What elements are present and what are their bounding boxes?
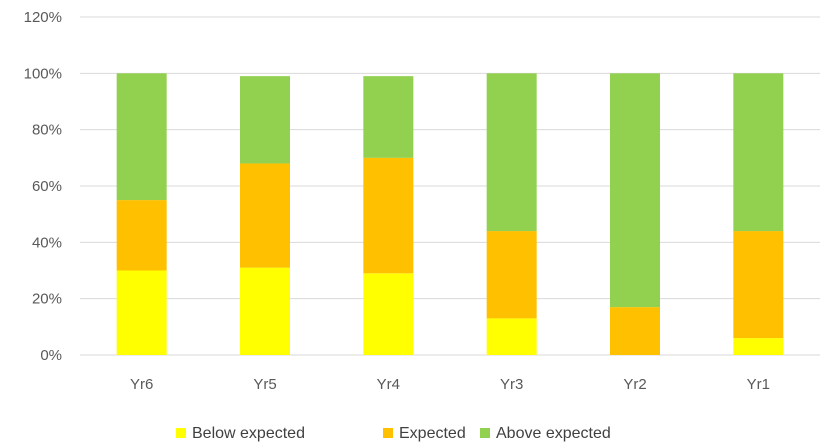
bar-segment [363, 273, 414, 355]
bar-segment [733, 231, 784, 339]
bar-segment [240, 163, 290, 268]
y-tick-label: 60% [32, 178, 62, 195]
bar-segment [733, 338, 784, 355]
bar-segment [610, 73, 660, 308]
x-tick-label: Yr1 [747, 376, 770, 393]
legend-swatch [176, 428, 186, 438]
bar-segment [486, 73, 537, 232]
x-tick-label: Yr2 [623, 376, 646, 393]
bar-segment [116, 73, 167, 201]
y-tick-label: 100% [24, 65, 62, 82]
y-tick-label: 80% [32, 122, 62, 139]
y-tick-label: 20% [32, 291, 62, 308]
bar-segment [486, 318, 537, 355]
bar-segment [116, 200, 167, 271]
y-axis-tick-labels: 0% 20% 40% 60% 80% 100% 120% [24, 9, 62, 364]
legend-label: Above expected [496, 425, 611, 442]
bar-segment [116, 270, 167, 355]
y-tick-label: 120% [24, 9, 62, 26]
legend-label: Expected [399, 425, 466, 442]
bar-segment [363, 76, 414, 158]
x-axis-tick-labels: Yr6 Yr5 Yr4 Yr3 Yr2 Yr1 [130, 376, 770, 393]
bar-segment [240, 267, 290, 355]
legend-swatch [480, 428, 490, 438]
x-tick-label: Yr5 [253, 376, 276, 393]
bar-segment [733, 73, 784, 232]
bar-segment [486, 231, 537, 319]
bar-segment [240, 76, 290, 164]
y-tick-label: 0% [40, 347, 62, 364]
gridlines [80, 16, 820, 356]
legend: Below expected Expected Above expected [176, 425, 611, 442]
bar-segment [610, 307, 660, 355]
x-tick-label: Yr4 [377, 376, 400, 393]
bar-stacks [116, 73, 784, 355]
x-tick-label: Yr3 [500, 376, 523, 393]
legend-label: Below expected [192, 425, 305, 442]
legend-swatch [383, 428, 393, 438]
x-tick-label: Yr6 [130, 376, 153, 393]
bar-segment [363, 157, 414, 274]
y-tick-label: 40% [32, 234, 62, 251]
